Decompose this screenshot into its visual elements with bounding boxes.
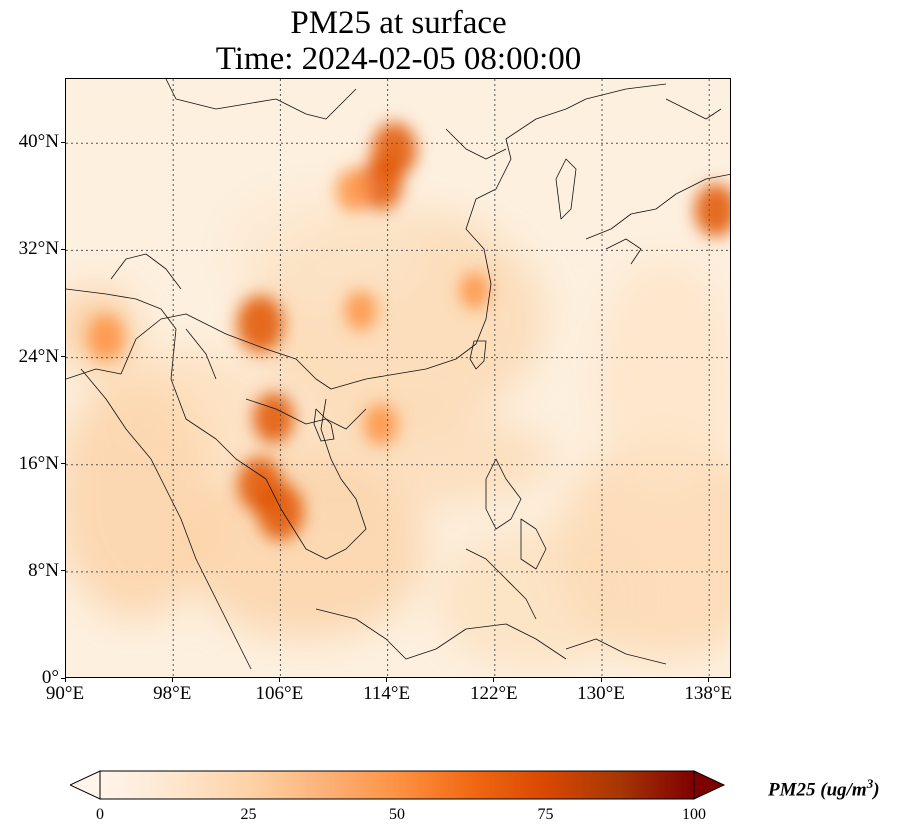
pm25-hotspot-10 [363,403,398,446]
colorbar-tick-label: 0 [96,806,104,823]
lon-tick-mark [493,678,495,682]
map-subtitle-time: Time: 2024-02-05 08:00:00 [215,41,582,77]
lat-tick-mark [61,570,65,572]
lon-tick-label: 130°E [577,683,625,704]
pm25-hotspot-3 [237,295,284,353]
pm25-hotspot-2 [336,168,373,213]
pm25-hotspot-6 [257,482,304,541]
lat-tick-mark [61,248,65,250]
lat-tick-mark [61,463,65,465]
colorbar-min-extend-arrow [70,770,101,800]
pm25-hotspot-8 [344,290,377,331]
lat-tick-label: 40°N [18,131,59,153]
map-panel [65,78,731,678]
pm25-hotspot-9 [459,271,490,310]
colorbar-tick-label: 100 [682,806,706,823]
lon-tick-mark [278,678,280,682]
colorbar-tick-label: 25 [240,806,257,823]
lat-tick-label: 24°N [18,345,59,367]
colorbar-tick-label: 50 [389,806,405,823]
colorbar [70,770,726,800]
lon-tick-label: 98°E [153,683,192,704]
colorbar-max-extend-arrow [693,770,726,800]
lon-tick-label: 114°E [363,683,411,704]
colorbar-title: PM25 (ug/m3) [768,776,880,801]
lon-tick-mark [64,678,66,682]
lat-tick-label: 8°N [28,559,59,581]
lat-tick-mark [61,141,65,143]
pm25-hotspot-7 [87,314,126,361]
pm25-hotspots [87,122,730,541]
lon-tick-label: 106°E [255,683,304,704]
lat-tick-mark [61,677,65,679]
lat-tick-label: 0° [41,667,59,688]
lon-tick-label: 138°E [684,683,733,704]
lon-tick-mark [600,678,602,682]
map-title: PM25 at surface [290,5,507,41]
graticule [66,79,730,677]
lon-tick-mark [171,678,173,682]
pm25-hotspot-4 [253,392,295,444]
colorbar-tick-label: 75 [537,806,554,823]
lat-tick-label: 16°N [18,452,59,474]
lat-tick-label: 32°N [18,238,59,260]
lon-tick-mark [707,678,709,682]
colorbar-gradient [99,770,695,800]
lon-tick-label: 90°E [45,683,85,704]
pm25-hotspot-11 [694,183,730,237]
pm25-field-map [66,79,730,677]
lon-tick-label: 122°E [469,683,518,704]
lat-tick-mark [61,356,65,358]
lon-tick-mark [386,678,388,682]
